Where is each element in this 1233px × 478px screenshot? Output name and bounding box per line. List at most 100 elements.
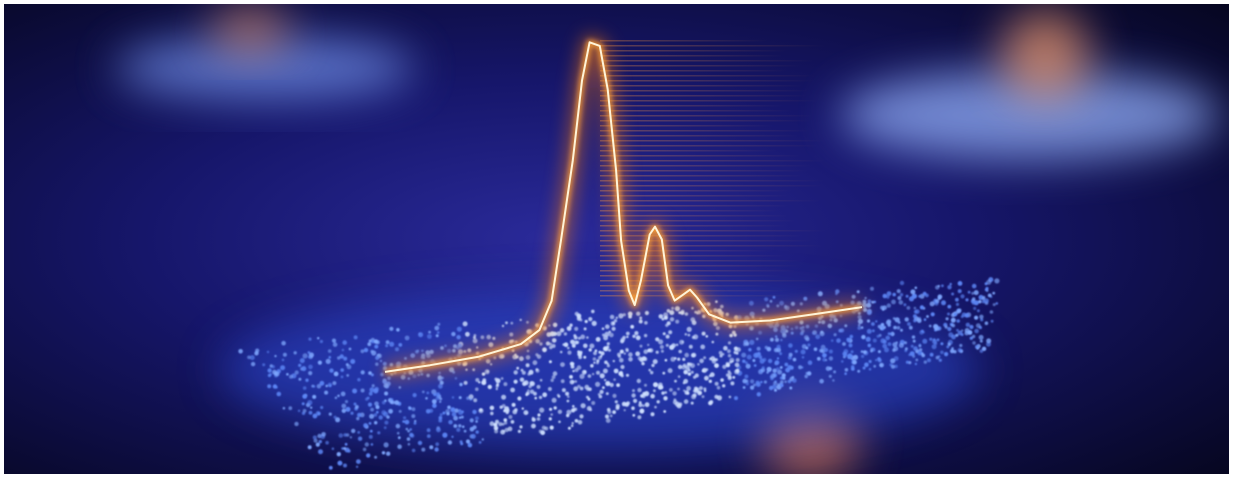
- dot: [495, 378, 501, 384]
- dot: [539, 342, 543, 346]
- dot: [860, 350, 864, 353]
- dot: [720, 304, 724, 309]
- dot: [341, 447, 344, 450]
- dot: [927, 358, 931, 363]
- dot: [344, 400, 349, 404]
- dot: [822, 300, 827, 306]
- dot: [850, 365, 855, 369]
- dot: [562, 343, 565, 346]
- dot: [756, 392, 761, 397]
- dot: [333, 415, 337, 419]
- dot: [438, 371, 441, 375]
- dot: [559, 350, 563, 354]
- dot: [602, 386, 605, 389]
- dot: [818, 320, 821, 324]
- streak-line: [600, 80, 816, 82]
- dot: [437, 322, 441, 326]
- dot: [451, 435, 454, 438]
- dot: [894, 364, 898, 369]
- dot: [910, 344, 914, 348]
- dot: [779, 383, 784, 388]
- dot: [451, 331, 456, 337]
- dot: [780, 338, 783, 342]
- dot: [533, 391, 537, 396]
- dot: [789, 365, 794, 370]
- dot: [725, 361, 730, 366]
- dot: [421, 390, 425, 394]
- dot: [638, 402, 643, 408]
- dot: [667, 368, 673, 374]
- dot: [503, 382, 508, 387]
- dot: [877, 324, 882, 329]
- dot: [444, 344, 447, 348]
- dot: [523, 410, 529, 416]
- dot: [842, 342, 846, 346]
- streak-line: [600, 50, 788, 52]
- dot: [681, 340, 685, 344]
- dot: [749, 300, 754, 306]
- dot: [436, 331, 440, 334]
- dot: [781, 373, 786, 378]
- dot: [987, 293, 992, 298]
- dot: [418, 332, 424, 338]
- dot: [301, 402, 305, 406]
- dot: [731, 360, 734, 363]
- dot: [812, 331, 815, 335]
- dot: [325, 384, 329, 388]
- dot: [884, 347, 889, 353]
- dot: [294, 421, 299, 427]
- dot: [735, 358, 740, 362]
- dot: [860, 326, 864, 329]
- dot: [612, 321, 615, 325]
- dot: [644, 310, 650, 316]
- dot: [321, 432, 326, 437]
- dot: [536, 417, 541, 421]
- streak-line: [600, 75, 816, 77]
- dot: [366, 453, 371, 458]
- dot: [822, 353, 827, 358]
- dot: [690, 353, 696, 358]
- dot: [414, 419, 417, 423]
- dot: [551, 344, 556, 348]
- dot: [914, 286, 918, 290]
- dot: [363, 347, 369, 353]
- dot: [675, 343, 679, 347]
- dot: [271, 365, 275, 369]
- dot: [373, 388, 379, 394]
- dot: [360, 370, 365, 375]
- dot: [486, 334, 492, 340]
- dot: [897, 321, 901, 324]
- dot: [677, 357, 681, 361]
- dot: [341, 403, 347, 409]
- dot: [328, 356, 332, 359]
- dot: [660, 349, 664, 353]
- streak-line: [600, 145, 819, 147]
- dot: [873, 364, 877, 368]
- dot: [398, 343, 403, 347]
- dot: [334, 396, 338, 400]
- dot: [318, 439, 322, 444]
- dot: [852, 359, 857, 365]
- dot: [520, 368, 524, 372]
- dot: [351, 428, 356, 434]
- dot: [521, 370, 526, 375]
- dot: [867, 343, 872, 348]
- dot: [686, 326, 692, 332]
- dot: [661, 317, 665, 321]
- dot: [384, 391, 389, 396]
- dot: [510, 321, 514, 325]
- streak-line: [600, 190, 793, 192]
- dot: [312, 413, 318, 419]
- dot: [680, 310, 685, 315]
- dot: [866, 319, 871, 323]
- dot: [828, 356, 834, 361]
- dot: [750, 379, 755, 384]
- dot: [317, 412, 321, 416]
- dot: [599, 389, 604, 394]
- dot: [896, 289, 901, 294]
- dot: [769, 299, 773, 303]
- dot: [866, 328, 872, 334]
- dot: [288, 406, 293, 411]
- dot: [282, 352, 287, 357]
- dot: [550, 413, 553, 416]
